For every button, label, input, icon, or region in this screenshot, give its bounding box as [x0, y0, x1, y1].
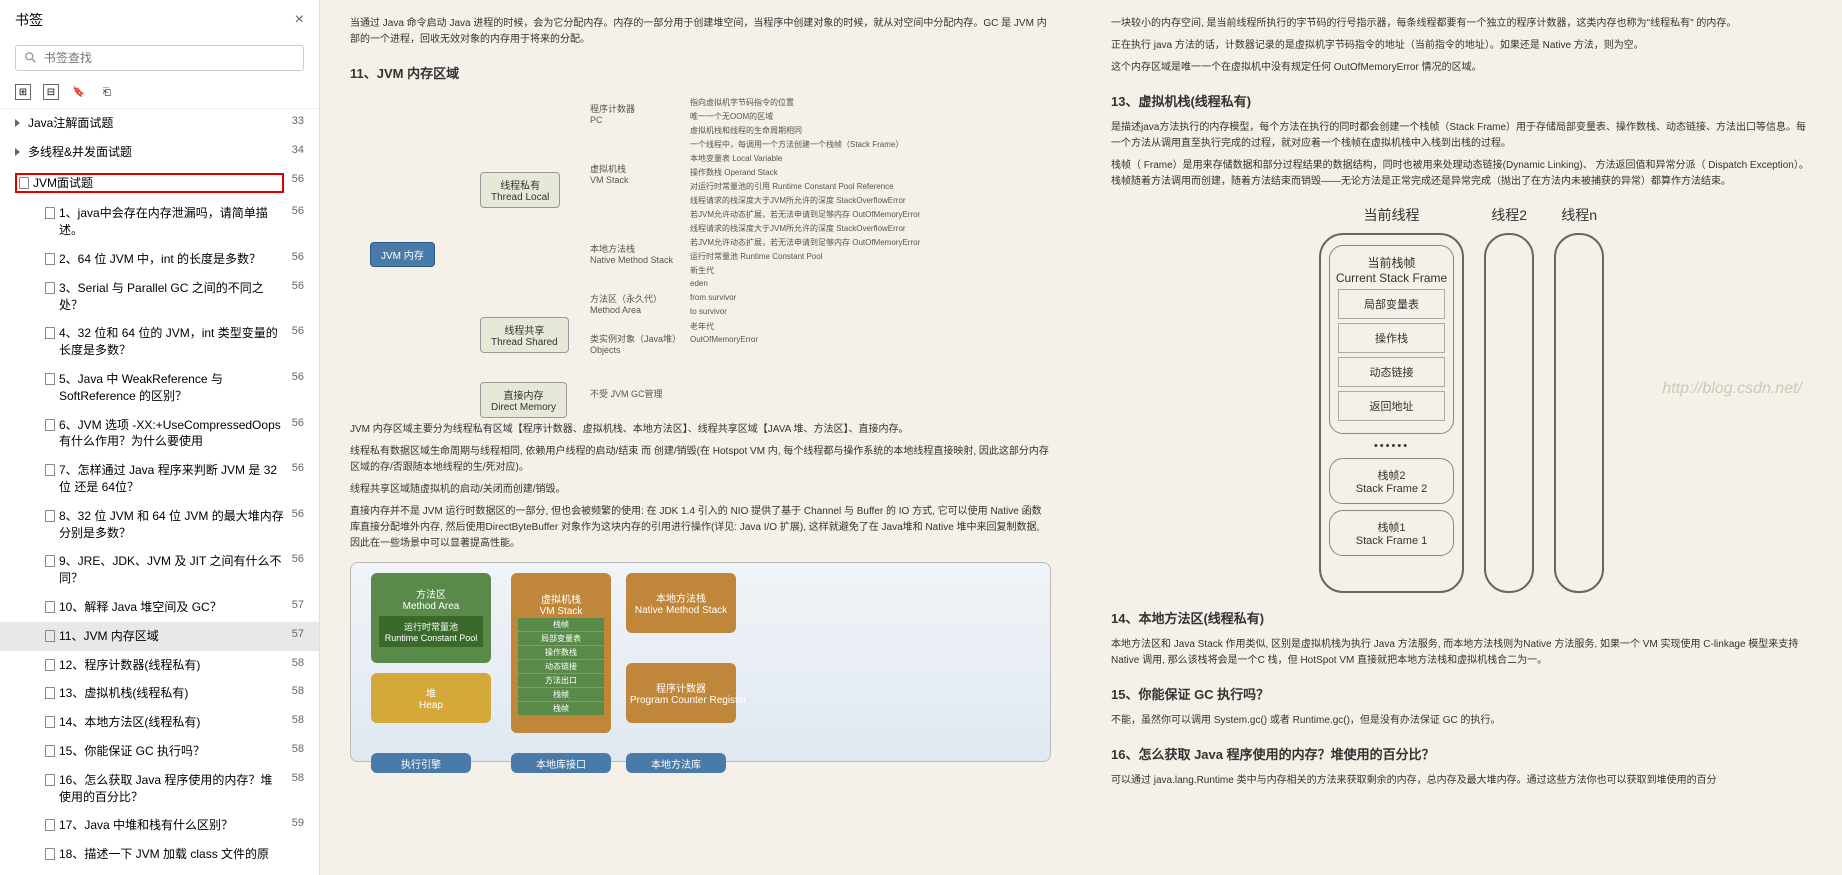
tool-tag-icon[interactable]: ⎗ [99, 84, 115, 100]
mem-native-libs: 本地方法库 [626, 753, 726, 773]
mem-exec: 执行引擎 [371, 753, 471, 773]
thread-current-title: 当前线程 [1364, 205, 1420, 225]
heading-14: 14、本地方法区(线程私有) [1111, 608, 1812, 627]
sidebar-toolbar: ⊞ ⊟ 🔖 ⎗ [0, 76, 319, 109]
search-input[interactable] [44, 51, 295, 65]
mem-native-lib: 本地库接口 [511, 753, 611, 773]
tool-expand-icon[interactable]: ⊞ [15, 84, 31, 100]
sidebar-title: 书签 [15, 10, 43, 30]
bookmark-item[interactable]: 9、JRE、JDK、JVM 及 JIT 之间有什么不同？56 [0, 547, 319, 593]
frame-2: 栈帧2 Stack Frame 2 [1329, 458, 1454, 504]
thread2-box [1484, 233, 1534, 593]
sidebar-header: 书签 × [0, 0, 319, 40]
content-area: 当通过 Java 命令启动 Java 进程的时候，会为它分配内存。内存的一部分用… [320, 0, 1842, 875]
mm-native-stack: 本地方法栈 Native Method Stack [590, 242, 673, 265]
bookmark-item[interactable]: 11、JVM 内存区域57 [0, 622, 319, 651]
mm-vm-stack: 虚拟机栈 VM Stack [590, 162, 629, 185]
p16: 可以通过 java.lang.Runtime 类中与内存相关的方法来获取剩余的内… [1111, 773, 1812, 789]
bookmark-item[interactable]: 5、Java 中 WeakReference 与 SoftReference 的… [0, 365, 319, 411]
mm-thread-local: 线程私有 Thread Local [480, 172, 560, 208]
bookmark-item[interactable]: 12、程序计数器(线程私有)58 [0, 651, 319, 680]
mm-method-area: 方法区（永久代） Method Area [590, 292, 662, 315]
p2: 线程私有数据区域生命周期与线程相同, 依赖用户线程的启动/结束 而 创建/销毁(… [350, 444, 1051, 476]
tool-collapse-icon[interactable]: ⊟ [43, 84, 59, 100]
mindmap-diagram: JVM 内存 线程私有 Thread Local 线程共享 Thread Sha… [350, 92, 1051, 412]
bookmark-item[interactable]: 1、java中会存在内存泄漏吗，请简单描述。56 [0, 199, 319, 245]
bookmark-item[interactable]: JVM面试题56 [0, 167, 319, 200]
bookmark-item[interactable]: 6、JVM 选项 -XX:+UseCompressedOops 有什么作用？为什… [0, 411, 319, 457]
heading-11: 11、JVM 内存区域 [350, 63, 1051, 82]
page-left: 当通过 Java 命令启动 Java 进程的时候，会为它分配内存。内存的一部分用… [320, 0, 1081, 875]
p2: 这个内存区域是唯一一个在虚拟机中没有规定任何 OutOfMemoryError … [1111, 60, 1812, 76]
mm-root: JVM 内存 [370, 242, 435, 267]
p1: JVM 内存区域主要分为线程私有区域【程序计数器、虚拟机栈、本地方法区】、线程共… [350, 422, 1051, 438]
heading-15: 15、你能保证 GC 执行吗？ [1111, 684, 1812, 703]
p13a: 是描述java方法执行的内存模型，每个方法在执行的同时都会创建一个栈帧（Stac… [1111, 120, 1812, 152]
bookmark-item[interactable]: 18、描述一下 JVM 加载 class 文件的原 [0, 840, 319, 869]
mm-pc: 程序计数器 PC [590, 102, 635, 125]
mem-native-stack: 本地方法栈 Native Method Stack [626, 573, 736, 633]
heading-13: 13、虚拟机栈(线程私有) [1111, 91, 1812, 110]
mm-direct-note: 不受 JVM GC管理 [590, 387, 663, 400]
thread2-title: 线程2 [1491, 205, 1527, 225]
intro-text: 当通过 Java 命令启动 Java 进程的时候，会为它分配内存。内存的一部分用… [350, 16, 1051, 48]
bookmark-item[interactable]: 2、64 位 JVM 中，int 的长度是多数？56 [0, 245, 319, 274]
bookmark-item[interactable]: 13、虚拟机栈(线程私有)58 [0, 679, 319, 708]
p15: 不能，虽然你可以调用 System.gc() 或者 Runtime.gc()，但… [1111, 713, 1812, 729]
mem-heap: 堆 Heap [371, 673, 491, 723]
dots: •••••• [1329, 440, 1454, 452]
stack-diagram: 当前线程 当前栈帧 Current Stack Frame 局部变量表 操作栈 … [1111, 205, 1812, 593]
tool-bookmark-icon[interactable]: 🔖 [71, 84, 87, 100]
bookmark-item[interactable]: 8、32 位 JVM 和 64 位 JVM 的最大堆内存分别是多数？56 [0, 502, 319, 548]
intro: 一块较小的内存空间, 是当前线程所执行的字节码的行号指示器，每条线程都要有一个独… [1111, 16, 1812, 32]
current-frame: 当前栈帧 Current Stack Frame 局部变量表 操作栈 动态链接 … [1329, 245, 1454, 434]
page-right: 一块较小的内存空间, 是当前线程所执行的字节码的行号指示器，每条线程都要有一个独… [1081, 0, 1842, 875]
bookmark-item[interactable]: 15、你能保证 GC 执行吗？58 [0, 737, 319, 766]
close-icon[interactable]: × [295, 11, 304, 29]
search-icon [24, 51, 38, 65]
mm-thread-shared: 线程共享 Thread Shared [480, 317, 569, 353]
bookmark-list: Java注解面试题33多线程&并发面试题34JVM面试题561、java中会存在… [0, 109, 319, 875]
p13b: 栈帧（ Frame）是用来存储数据和部分过程结果的数据结构，同时也被用来处理动态… [1111, 158, 1812, 190]
bookmark-sidebar: 书签 × ⊞ ⊟ 🔖 ⎗ Java注解面试题33多线程&并发面试题34JVM面试… [0, 0, 320, 875]
p14: 本地方法区和 Java Stack 作用类似, 区别是虚拟机栈为执行 Java … [1111, 637, 1812, 669]
bookmark-item[interactable]: 10、解释 Java 堆空间及 GC？57 [0, 593, 319, 622]
memory-diagram: 方法区 Method Area 运行时常量池 Runtime Constant … [350, 562, 1051, 762]
bookmark-item[interactable]: 7、怎样通过 Java 程序来判断 JVM 是 32 位 还是 64位？56 [0, 456, 319, 502]
bookmark-item[interactable]: 16、怎么获取 Java 程序使用的内存？堆使用的百分比？58 [0, 766, 319, 812]
threadn-title: 线程n [1561, 205, 1597, 225]
mem-pc: 程序计数器 Program Counter Register [626, 663, 736, 723]
p4: 直接内存并不是 JVM 运行时数据区的一部分, 但也会被频繁的使用: 在 JDK… [350, 504, 1051, 552]
bookmark-item[interactable]: 14、本地方法区(线程私有)58 [0, 708, 319, 737]
bookmark-item[interactable]: Java注解面试题33 [0, 109, 319, 138]
mem-method-area: 方法区 Method Area 运行时常量池 Runtime Constant … [371, 573, 491, 663]
mm-direct-mem: 直接内存 Direct Memory [480, 382, 567, 418]
mm-objects: 类实例对象（Java堆） Objects [590, 332, 681, 355]
heading-16: 16、怎么获取 Java 程序使用的内存？堆使用的百分比？ [1111, 744, 1812, 763]
bookmark-item[interactable]: 17、Java 中堆和栈有什么区别？59 [0, 811, 319, 840]
bookmark-item[interactable]: 3、Serial 与 Parallel GC 之间的不同之处？56 [0, 274, 319, 320]
threadn-box [1554, 233, 1604, 593]
p3: 线程共享区域随虚拟机的启动/关闭而创建/销毁。 [350, 482, 1051, 498]
watermark: http://blog.csdn.net/ [1662, 380, 1802, 398]
p1: 正在执行 java 方法的话，计数器记录的是虚拟机字节码指令的地址（当前指令的地… [1111, 38, 1812, 54]
frame-1: 栈帧1 Stack Frame 1 [1329, 510, 1454, 556]
bookmark-item[interactable]: 多线程&并发面试题34 [0, 138, 319, 167]
thread-current-box: 当前栈帧 Current Stack Frame 局部变量表 操作栈 动态链接 … [1319, 233, 1464, 593]
mem-vm-stack: 虚拟机栈 VM Stack 栈帧局部变量表操作数栈动态链接方法出口栈帧栈帧 [511, 573, 611, 733]
search-box[interactable] [15, 45, 304, 71]
bookmark-item[interactable]: 4、32 位和 64 位的 JVM，int 类型变量的长度是多数？56 [0, 319, 319, 365]
